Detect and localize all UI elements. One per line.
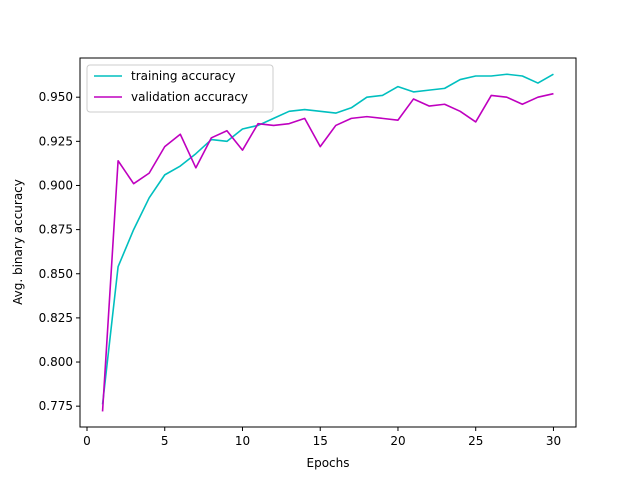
x-tick-label: 20 (390, 434, 405, 448)
x-tick-label: 15 (313, 434, 328, 448)
series-layer (101, 73, 554, 412)
y-tick-label: 0.925 (39, 134, 73, 148)
y-tick-label: 0.950 (39, 90, 73, 104)
y-tick-label: 0.850 (39, 267, 73, 281)
legend-label-validation-accuracy: validation accuracy (131, 90, 248, 104)
x-axis-label: Epochs (307, 456, 350, 470)
x-tick-label: 5 (161, 434, 169, 448)
y-tick-label: 0.825 (39, 311, 73, 325)
x-tick-label: 25 (468, 434, 483, 448)
legend: training accuracy validation accuracy (86, 64, 274, 113)
legend-label-training-accuracy: training accuracy (131, 69, 235, 83)
y-axis-label: Avg. binary accuracy (11, 179, 25, 305)
series-line-training-accuracy (101, 73, 554, 405)
y-tick-label: 0.800 (39, 355, 73, 369)
plot-frame (79, 57, 577, 428)
x-tick-label: 0 (83, 434, 91, 448)
y-tick-label: 0.775 (39, 399, 73, 413)
y-tick-label: 0.875 (39, 223, 73, 237)
x-tick-label: 10 (235, 434, 250, 448)
ticks-layer: 0 5 10 15 20 25 30 0.775 0.800 0.825 0.850 0.875 0.9… (39, 90, 561, 448)
series-line-validation-accuracy (101, 92, 554, 412)
x-tick-label: 30 (546, 434, 561, 448)
y-tick-label: 0.900 (39, 178, 73, 192)
legend-box (86, 64, 274, 113)
